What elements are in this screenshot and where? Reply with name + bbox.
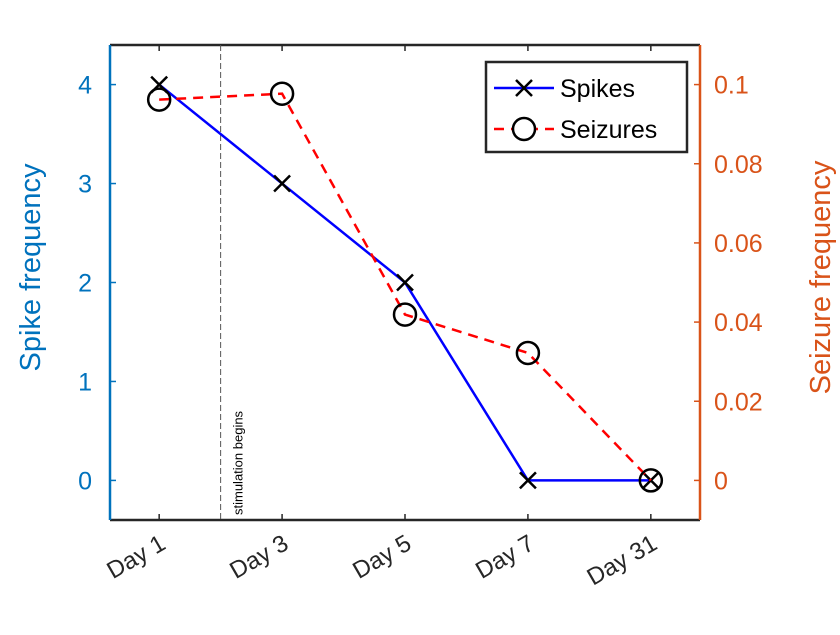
data-point-spikes (396, 273, 414, 292)
data-point-spikes (641, 471, 660, 490)
right-y-tick-label: 0.08 (714, 151, 763, 179)
left-y-tick-label: 2 (78, 270, 92, 298)
data-point-seizures (638, 468, 664, 493)
data-point-seizures (392, 302, 418, 327)
data-point-seizures (269, 81, 295, 106)
legend-label-spikes: Spikes (560, 75, 635, 103)
legend-marker-x-icon (515, 79, 533, 97)
left-y-tick-label: 0 (78, 467, 92, 495)
x-tick-label: Day 5 (348, 530, 416, 585)
right-y-tick-label: 0.1 (714, 72, 749, 100)
data-point-spikes (519, 471, 537, 490)
left-y-tick-label: 4 (78, 72, 92, 100)
data-point-seizures (146, 87, 172, 112)
right-y-tick-label: 0.04 (714, 309, 763, 337)
right-y-tick-label: 0 (714, 467, 728, 495)
left-y-axis-label: Spike frequency (15, 163, 47, 371)
right-y-tick-label: 0.06 (714, 230, 763, 258)
data-point-spikes (273, 174, 291, 193)
right-y-tick-label: 0.02 (714, 388, 763, 416)
left-y-tick-label: 1 (78, 368, 92, 396)
data-point-seizures (515, 340, 541, 366)
legend-label-seizures: Seizures (560, 116, 657, 144)
stimulation-annotation: stimulation begins (231, 410, 246, 515)
x-tick-label: Day 1 (102, 530, 170, 585)
x-tick-label: Day 3 (225, 530, 293, 585)
series-line-seizures (159, 92, 652, 482)
x-tick-label: Day 31 (582, 530, 661, 591)
legend-marker-circle-icon (511, 116, 537, 142)
right-y-axis-label: Seizure frequency (805, 160, 837, 394)
x-tick-label: Day 7 (471, 530, 539, 585)
left-y-tick-label: 3 (78, 171, 92, 199)
